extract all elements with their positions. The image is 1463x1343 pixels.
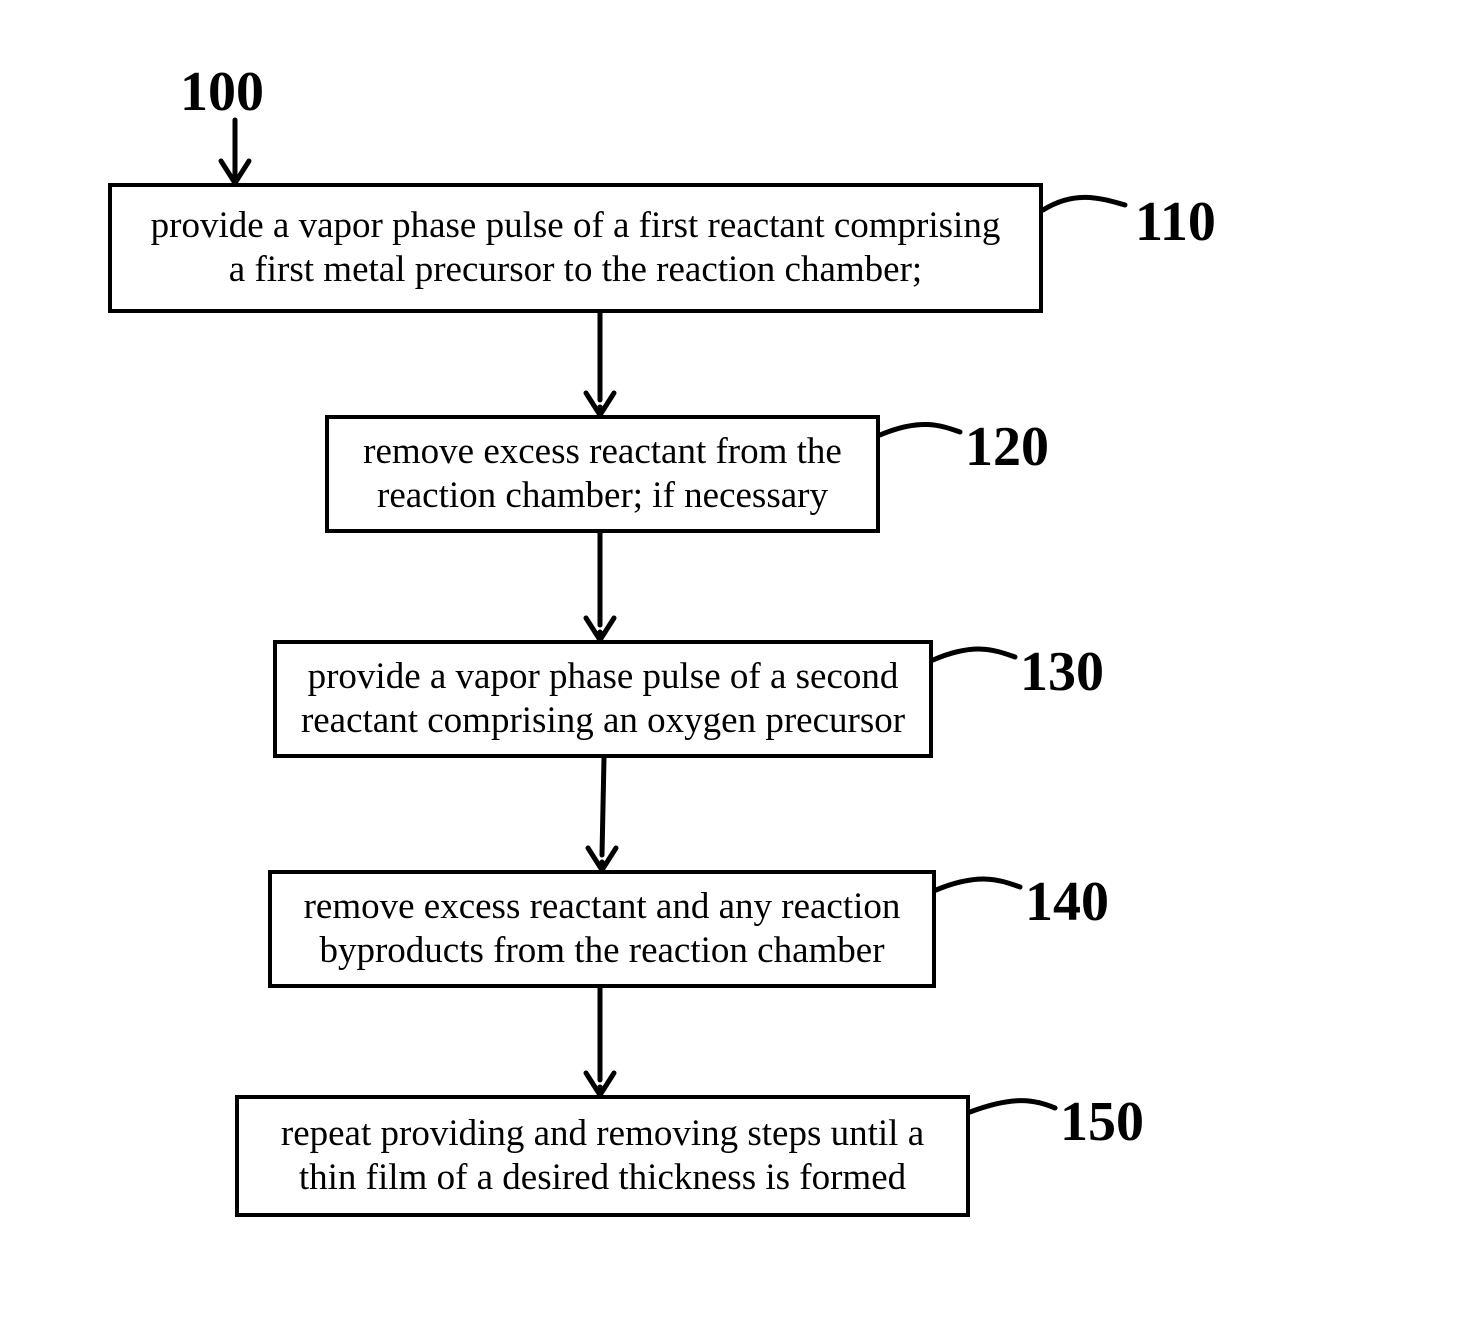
step-ref-label-150: 150 — [1060, 1090, 1144, 1154]
step-text: remove excess reactant and any reactionb… — [304, 885, 901, 974]
step-ref-label-110: 110 — [1135, 190, 1216, 254]
step-ref-label-140: 140 — [1025, 870, 1109, 934]
step-text: provide a vapor phase pulse of a first r… — [151, 204, 1001, 293]
step-text: remove excess reactant from thereaction … — [363, 430, 842, 519]
step-text: repeat providing and removing steps unti… — [281, 1112, 924, 1201]
step-text: provide a vapor phase pulse of a secondr… — [301, 655, 905, 744]
diagram-ref-100: 100 — [180, 60, 264, 124]
step-ref-label-120: 120 — [965, 415, 1049, 479]
flowchart-step-110: provide a vapor phase pulse of a first r… — [108, 183, 1043, 313]
flowchart-step-140: remove excess reactant and any reactionb… — [268, 870, 936, 988]
flowchart-step-120: remove excess reactant from thereaction … — [325, 415, 880, 533]
step-ref-label-130: 130 — [1020, 640, 1104, 704]
flowchart-step-150: repeat providing and removing steps unti… — [235, 1095, 970, 1217]
flowchart-step-130: provide a vapor phase pulse of a secondr… — [273, 640, 933, 758]
flowchart-canvas: 100 provide a vapor phase pulse of a firs… — [0, 0, 1463, 1343]
